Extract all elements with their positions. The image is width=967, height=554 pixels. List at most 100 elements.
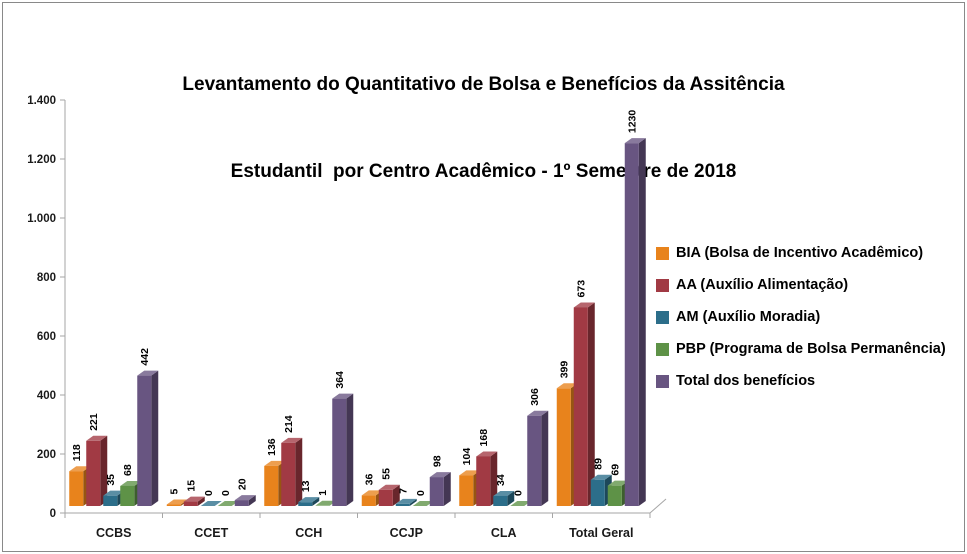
bar-side (100, 435, 108, 506)
x-category-label: CCH (295, 526, 322, 540)
bar-label: 214 (283, 415, 295, 433)
bar (183, 501, 198, 506)
bar-top (429, 472, 451, 478)
bar (264, 465, 279, 506)
bar-side (638, 138, 646, 506)
bar (281, 442, 296, 506)
bar-top (183, 496, 205, 502)
bar-top (137, 370, 159, 376)
bar (395, 503, 410, 506)
bar-top (103, 490, 125, 496)
legend-label: PBP (Programa de Bolsa Permanência) (676, 341, 946, 357)
legend-swatch-icon (656, 278, 669, 292)
bar-label: 55 (381, 468, 393, 480)
bar-top (298, 497, 320, 503)
bar-top (166, 499, 188, 505)
bar-label: 221 (88, 413, 100, 431)
bar-group-ccjp (361, 472, 451, 506)
bar-label: 1230 (627, 110, 639, 134)
bar-top (217, 501, 239, 506)
bar-label: 136 (266, 438, 278, 456)
legend-swatch-icon (656, 310, 669, 324)
bar-top (395, 498, 417, 504)
bar (459, 475, 474, 506)
bar-label: 36 (364, 474, 376, 486)
bar (527, 415, 542, 506)
bar-top (332, 393, 354, 399)
bar-side (346, 393, 354, 506)
bar-top (624, 138, 646, 144)
legend-label: BIA (Bolsa de Incentivo Acadêmico) (676, 245, 924, 261)
bar-label: 118 (71, 444, 83, 461)
legend-item-5: Total dos benefícios (656, 373, 946, 389)
x-category-label: CCJP (390, 526, 423, 540)
bar-label: 0 (512, 490, 524, 496)
bar (137, 375, 152, 506)
bar (573, 307, 588, 506)
bar-side (248, 495, 256, 506)
bar-top (556, 383, 578, 389)
bar-label: 68 (122, 464, 134, 476)
bar-side (507, 490, 515, 506)
bar (590, 479, 605, 506)
bar-side (490, 451, 498, 506)
legend-item-4: PBP (Programa de Bolsa Permanência) (656, 341, 946, 357)
bar-label: 673 (576, 280, 588, 298)
x-category-label: CCBS (96, 526, 131, 540)
bar (378, 489, 393, 506)
bar-side (295, 437, 303, 506)
bar-top (590, 474, 612, 480)
bar-side (541, 410, 549, 506)
x-category-label: Total Geral (569, 526, 633, 540)
bar-label: 5 (169, 489, 181, 495)
bar (166, 504, 181, 506)
bar-top (459, 470, 481, 476)
bar-side (443, 472, 451, 506)
y-axis-label: 1.400 (27, 95, 56, 107)
bar-top (200, 501, 222, 506)
bar-label: 15 (186, 480, 198, 492)
legend: BIA (Bolsa de Incentivo Acadêmico) AA (Au… (656, 245, 946, 389)
bar-group-ccbs (69, 370, 159, 506)
floor-right-edge (649, 498, 667, 514)
bar (624, 143, 639, 506)
bar (361, 495, 376, 506)
bar (86, 440, 101, 506)
bar (556, 388, 571, 506)
bar-side (312, 497, 320, 506)
bar-top (361, 490, 383, 496)
legend-item-1: BIA (Bolsa de Incentivo Acadêmico) (656, 245, 946, 261)
bar-label: 0 (415, 490, 427, 496)
bar (103, 495, 118, 506)
bar (69, 471, 84, 506)
bar (120, 485, 135, 506)
bar-label: 34 (495, 474, 507, 486)
y-axis-label: 400 (37, 390, 56, 402)
bar-label: 364 (334, 371, 346, 389)
bar-top (315, 500, 337, 506)
y-axis-label: 1.200 (27, 154, 56, 166)
bar (476, 456, 491, 506)
legend-swatch-icon (656, 342, 669, 356)
chart-title-line2: Estudantil por Centro Acadêmico - 1º Sem… (230, 161, 737, 182)
chart-title: Levantamento do Quantitativo de Bolsa e … (0, 12, 967, 244)
bar-label: 35 (105, 474, 117, 486)
bar-label: 89 (593, 458, 605, 470)
bar-top (412, 501, 434, 506)
bar-top (69, 466, 91, 472)
y-axis-label: 0 (50, 508, 56, 520)
bar-label: 399 (559, 361, 571, 379)
legend-swatch-icon (656, 246, 669, 260)
x-category-label: CCET (194, 526, 228, 540)
bar-side (151, 370, 159, 506)
bar (607, 485, 622, 506)
bar-label: 98 (432, 455, 444, 467)
bar-label: 13 (300, 480, 312, 492)
bar-group-total-geral (556, 138, 646, 506)
bar-label: 69 (610, 464, 622, 476)
bar-side (409, 498, 417, 506)
y-axis-label: 600 (37, 331, 56, 343)
bar (298, 502, 313, 506)
bar-label: 306 (529, 388, 541, 406)
